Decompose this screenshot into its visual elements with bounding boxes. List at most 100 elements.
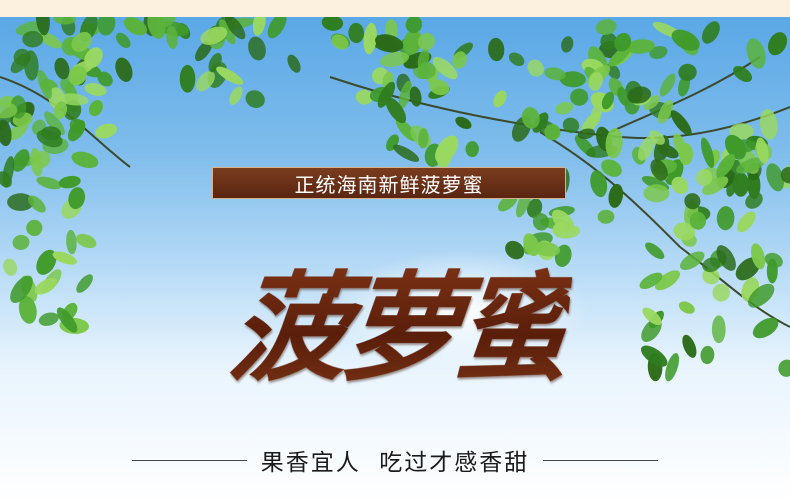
leaf	[405, 17, 423, 34]
leaf	[732, 172, 750, 197]
leaf	[657, 143, 679, 159]
leaf	[97, 17, 116, 36]
leaf	[671, 29, 700, 51]
leaf	[640, 345, 668, 367]
leaf	[10, 275, 33, 303]
leaf	[37, 31, 62, 49]
leaf	[76, 274, 93, 293]
leaf	[600, 32, 618, 51]
leaf	[18, 296, 37, 324]
leaf	[252, 17, 266, 36]
leaf	[76, 233, 97, 249]
leaf	[559, 71, 586, 88]
leaf	[37, 70, 52, 99]
leaf	[115, 57, 133, 82]
leaf	[527, 59, 544, 77]
leaf	[601, 159, 622, 177]
leaf	[650, 159, 668, 181]
leaf	[639, 272, 663, 289]
leaf	[58, 93, 89, 106]
light-glow	[330, 250, 590, 370]
leaf	[465, 141, 479, 158]
leaf	[44, 111, 65, 136]
leaf	[712, 283, 731, 302]
leaf	[608, 46, 631, 67]
tagline-right-rule	[543, 459, 659, 461]
leaf	[716, 245, 736, 271]
leaf	[577, 128, 595, 140]
leaf	[589, 97, 605, 125]
leaf	[41, 126, 62, 141]
leaf	[673, 222, 695, 241]
leaf	[418, 128, 429, 149]
leaf	[508, 52, 525, 66]
tagline-left-rule	[131, 459, 247, 461]
leaf	[670, 110, 692, 136]
leaf	[532, 213, 549, 231]
leaf	[71, 151, 99, 168]
leaf	[3, 258, 18, 276]
leaf	[22, 31, 44, 48]
leaf	[147, 17, 166, 39]
leaf	[488, 37, 505, 62]
leaf	[700, 137, 715, 169]
leaf	[678, 301, 695, 314]
leaf	[737, 211, 756, 233]
leaf	[0, 119, 12, 147]
leaf	[679, 251, 705, 270]
leaf	[179, 64, 196, 93]
leaf	[493, 90, 507, 108]
leaf	[643, 95, 661, 110]
leaf	[561, 36, 574, 53]
leaf	[627, 86, 652, 104]
leaf	[766, 258, 778, 284]
leaf	[702, 268, 720, 285]
leaf	[195, 39, 213, 62]
leaf	[229, 86, 243, 105]
leaf	[71, 31, 92, 52]
leaf	[767, 32, 788, 56]
leaf	[562, 117, 580, 133]
leaf	[521, 107, 540, 129]
leaf	[729, 139, 758, 153]
leaf	[595, 19, 617, 36]
leaf	[642, 307, 662, 326]
leaf	[375, 34, 404, 52]
leaf	[746, 38, 766, 69]
leaf	[94, 123, 118, 139]
leaf	[66, 229, 77, 255]
leaf	[671, 176, 689, 195]
leaf	[123, 17, 147, 36]
leaf	[196, 71, 215, 92]
top-strip	[0, 0, 790, 17]
leaf	[637, 135, 656, 161]
leaf	[331, 34, 349, 50]
leaf	[455, 116, 472, 130]
leaf	[355, 89, 374, 105]
leaf	[626, 39, 655, 54]
leaf	[409, 86, 422, 107]
leaf	[393, 144, 420, 162]
leaf	[363, 22, 377, 55]
leaf	[56, 307, 78, 333]
leaf	[321, 17, 344, 31]
leaf	[12, 234, 30, 250]
leaf	[643, 184, 670, 203]
leaf	[605, 127, 623, 159]
leaf	[68, 65, 87, 86]
leaf	[590, 170, 608, 198]
leaf	[649, 130, 665, 145]
leaf	[38, 312, 59, 326]
leaf	[216, 66, 244, 85]
leaf	[659, 73, 676, 97]
leaf	[34, 278, 58, 295]
leaf	[428, 79, 450, 96]
leaf	[617, 87, 630, 106]
leaf	[736, 157, 766, 174]
leaves-decoration	[0, 17, 790, 382]
leaf	[10, 53, 30, 74]
leaf	[200, 26, 228, 45]
leaf	[2, 156, 15, 188]
leaf	[398, 80, 412, 109]
